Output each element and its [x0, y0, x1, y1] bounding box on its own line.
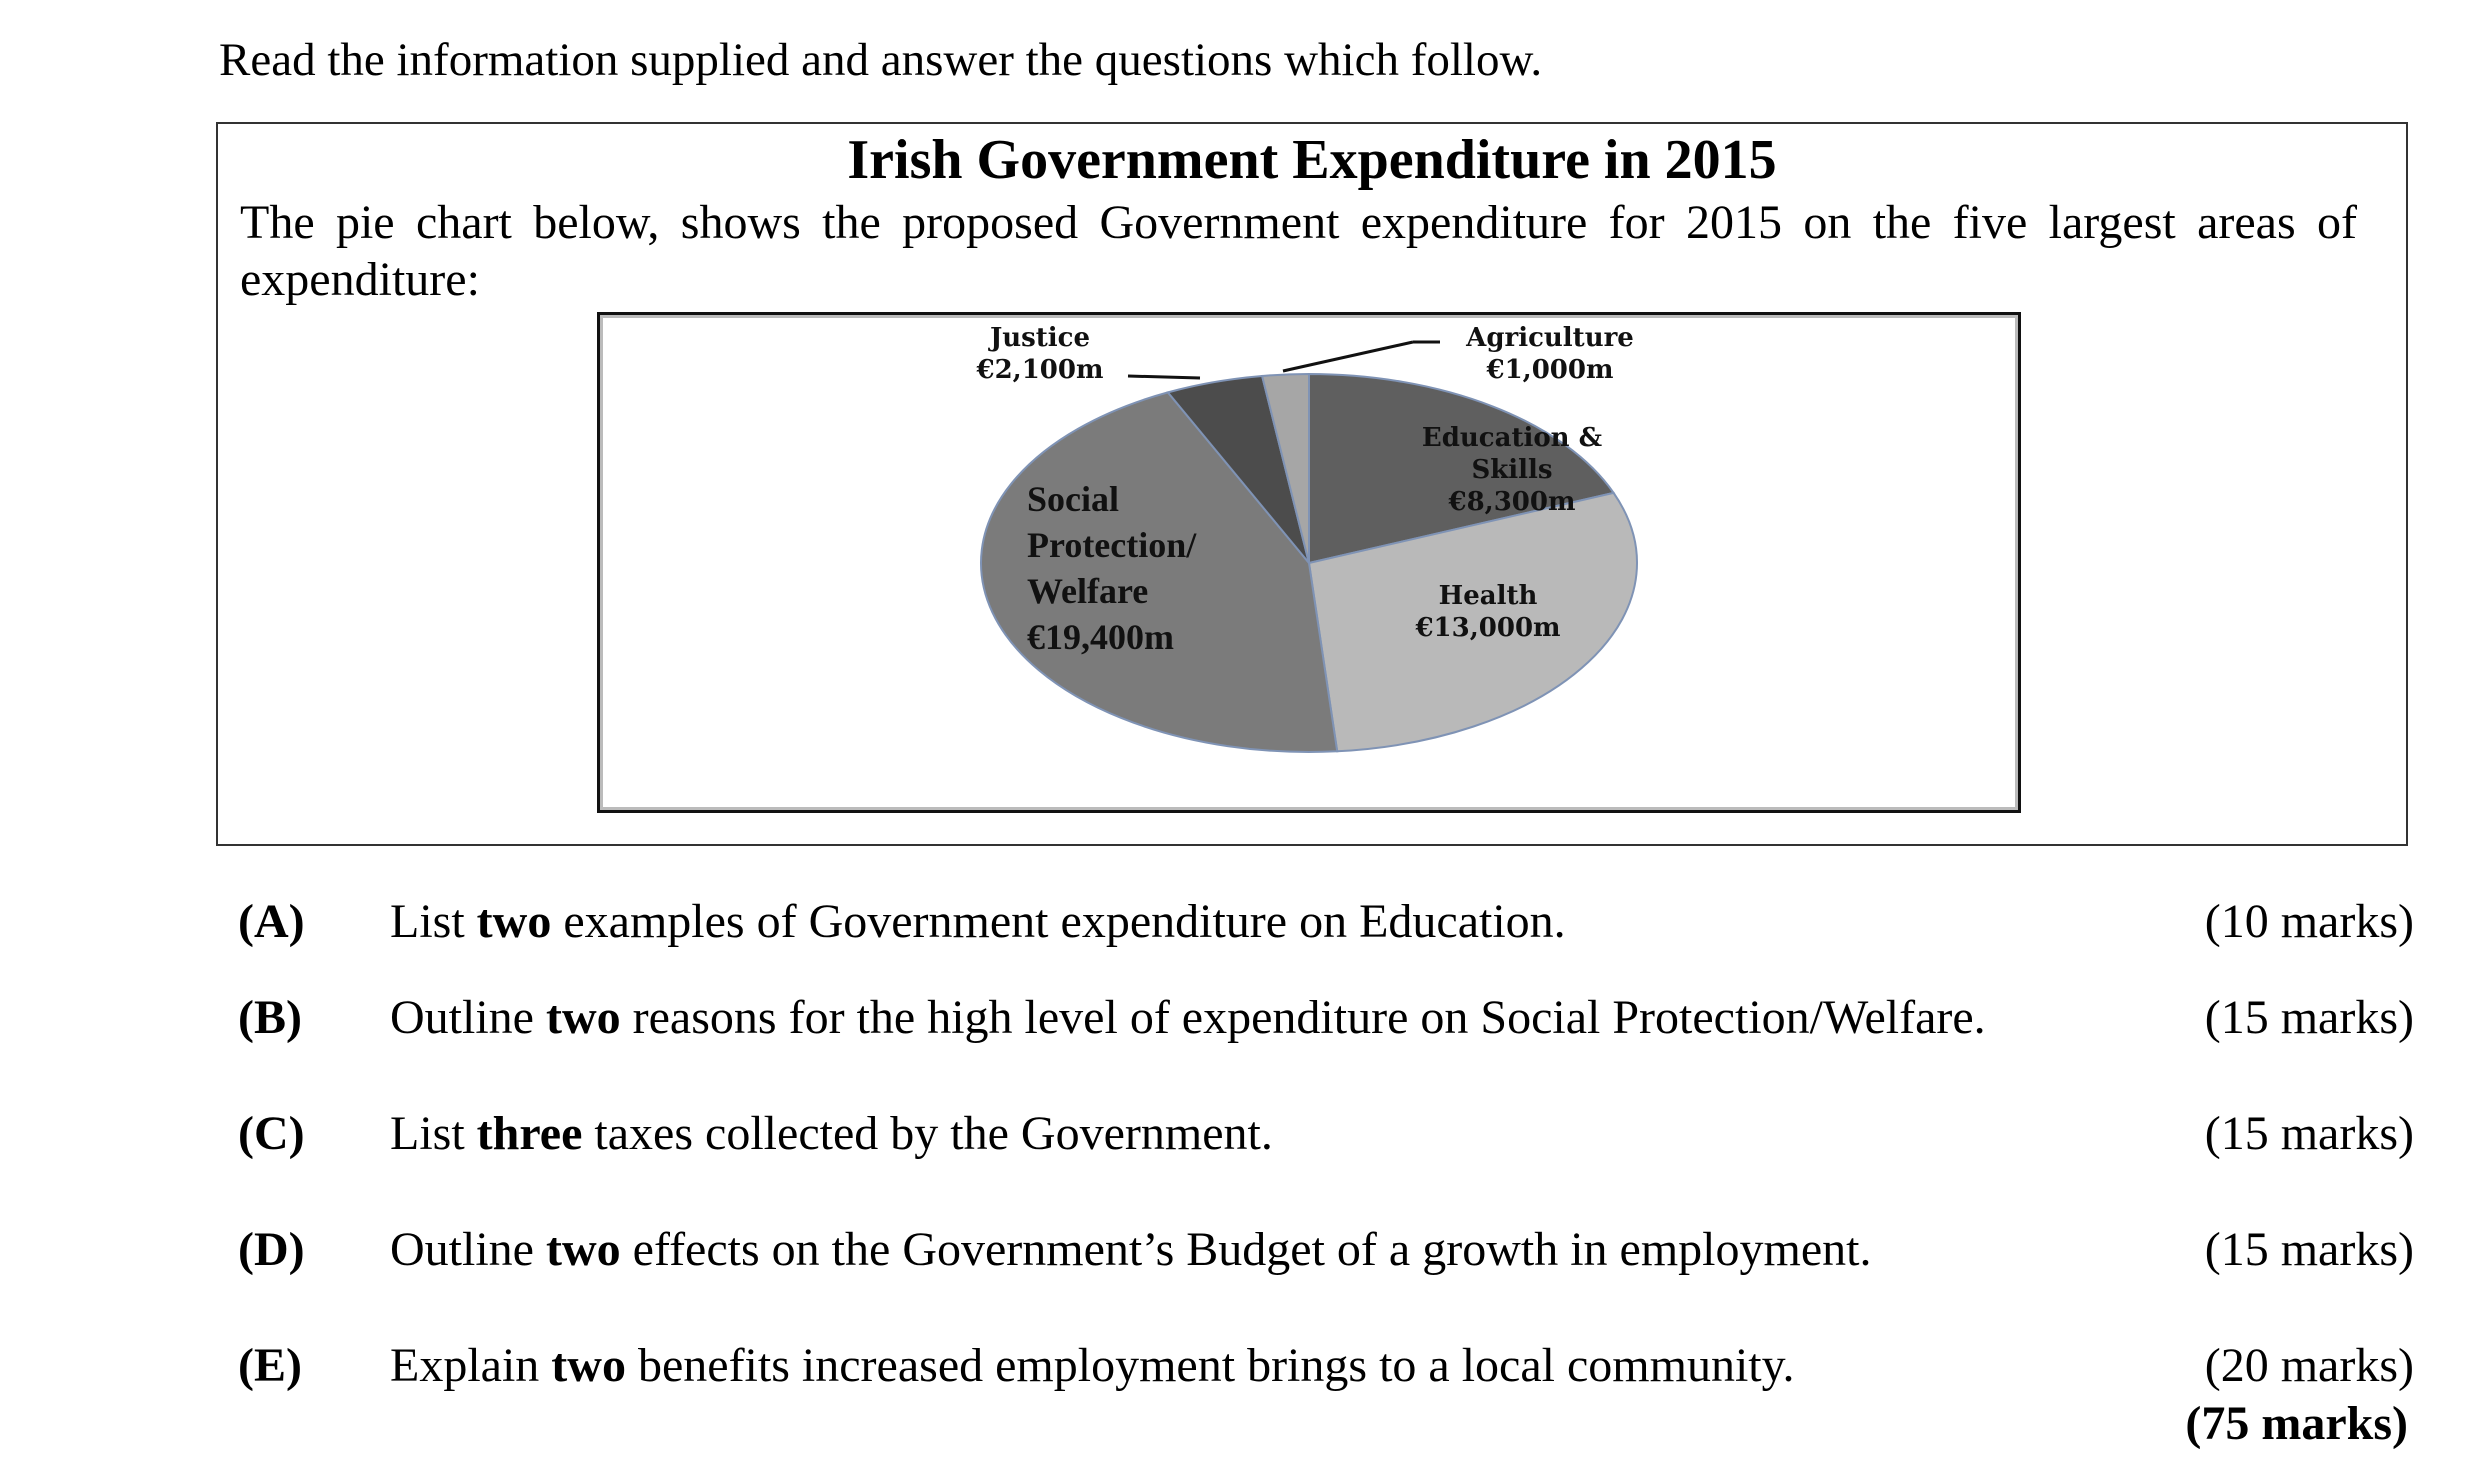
- total-marks: (75 marks): [2185, 1397, 2408, 1450]
- question-text-end: taxes collected by the Government.: [582, 1107, 1273, 1160]
- question-text-end: effects on the Government’s Budget of a …: [620, 1223, 1872, 1276]
- pie: [981, 374, 1637, 752]
- value-label: €8,300m: [1448, 487, 1576, 517]
- question-marks: (15 marks): [2204, 991, 2414, 1044]
- slice-label: Justice €2,100m: [920, 322, 1160, 386]
- question-text-end: reasons for the high level of expenditur…: [620, 991, 1986, 1044]
- category-label: Education & Skills: [1421, 423, 1603, 485]
- info-box: [216, 122, 2408, 846]
- chart-subtitle: The pie chart below, shows the proposed …: [240, 196, 2357, 306]
- pie-slice: [981, 392, 1337, 752]
- leader-line: [1127, 374, 1201, 380]
- question-text: Outline two reasons for the high level o…: [390, 988, 1986, 1048]
- slice-label: Agriculture €1,000m: [1420, 322, 1680, 386]
- slice-label: Health €13,000m: [1368, 580, 1608, 644]
- slice-label: Social Protection/ Welfare €19,400m: [1027, 476, 1257, 660]
- pie-slice: [1262, 374, 1309, 563]
- question-text-end: benefits increased employment brings to …: [625, 1339, 1795, 1392]
- question-letter: (C): [238, 1107, 305, 1160]
- value-label: €19,400m: [1027, 617, 1174, 657]
- question-text-start: List: [390, 1107, 477, 1160]
- question-text: List three taxes collected by the Govern…: [390, 1104, 1273, 1164]
- category-label: Justice: [989, 323, 1091, 353]
- pie-slice: [1309, 374, 1614, 563]
- question-letter: (A): [238, 895, 305, 948]
- question-letter: (B): [238, 991, 302, 1044]
- question-marks: (10 marks): [2204, 895, 2414, 948]
- question-text: List two examples of Government expendit…: [390, 892, 1566, 952]
- question-text-start: Outline: [390, 991, 546, 1044]
- question-text-start: List: [390, 895, 477, 948]
- instruction: Read the information supplied and answer…: [219, 34, 1543, 86]
- question-text-end: examples of Government expenditure on Ed…: [551, 895, 1566, 948]
- leader-line: [1282, 340, 1414, 373]
- value-label: €1,000m: [1486, 355, 1614, 385]
- category-label: Health: [1438, 581, 1538, 611]
- value-label: €13,000m: [1415, 613, 1561, 643]
- question-letter: (D): [238, 1223, 305, 1276]
- pie-slice: [1309, 493, 1637, 751]
- category-label: Agriculture: [1466, 323, 1634, 353]
- chart-frame: [597, 312, 2021, 813]
- category-label: Social Protection/ Welfare: [1027, 479, 1197, 611]
- question-text: Explain two benefits increased employmen…: [390, 1336, 1795, 1396]
- question-text-start: Outline: [390, 1223, 546, 1276]
- chart-title: Irish Government Expenditure in 2015: [847, 129, 1777, 191]
- question-text: Outline two effects on the Government’s …: [390, 1220, 1871, 1280]
- question-marks: (15 marks): [2204, 1223, 2414, 1276]
- question-marks: (20 marks): [2204, 1339, 2414, 1392]
- value-label: €2,100m: [976, 355, 1104, 385]
- question-emphasis: three: [476, 1107, 583, 1160]
- question-text-start: Explain: [390, 1339, 552, 1392]
- question-emphasis: two: [545, 991, 621, 1044]
- question-emphasis: two: [476, 895, 552, 948]
- question-emphasis: two: [545, 1223, 621, 1276]
- question-emphasis: two: [551, 1339, 626, 1392]
- question-letter: (E): [238, 1339, 302, 1392]
- question-marks: (15 marks): [2204, 1107, 2414, 1160]
- slice-label: Education & Skills €8,300m: [1392, 422, 1632, 518]
